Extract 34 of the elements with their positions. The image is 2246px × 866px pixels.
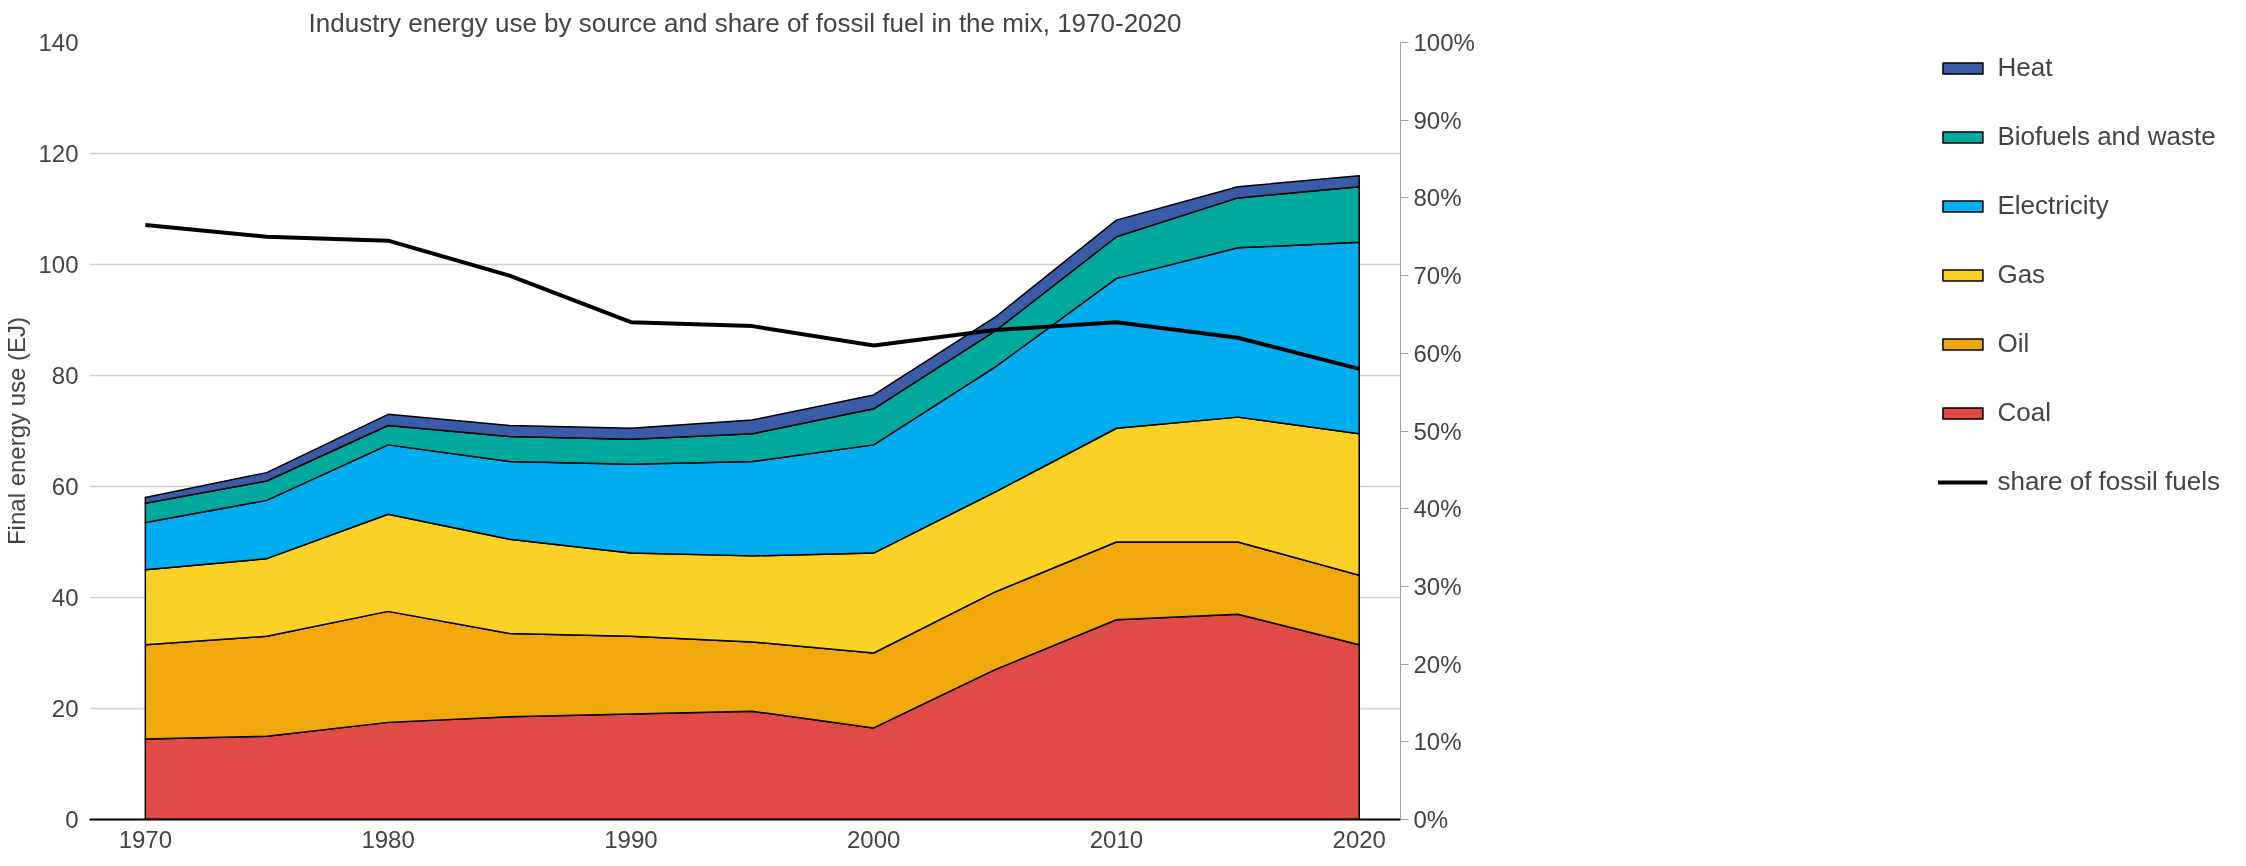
y2-tick-label: 70% bbox=[1413, 262, 1462, 290]
y2-tick-label: 90% bbox=[1413, 106, 1462, 134]
y2-tick-label: 100% bbox=[1413, 29, 1475, 56]
x-tick-label: 1980 bbox=[361, 825, 415, 853]
y-tick-label: 0 bbox=[65, 806, 79, 833]
x-tick-label: 2020 bbox=[1332, 825, 1386, 853]
legend-label: share of fossil fuels bbox=[1997, 466, 2220, 497]
y-tick-label: 20 bbox=[51, 695, 79, 722]
y-axis-title: Final energy use (EJ) bbox=[3, 316, 31, 546]
legend-label: Heat bbox=[1997, 52, 2053, 83]
legend-label: Coal bbox=[1997, 397, 2051, 428]
y2-tick-label: 0% bbox=[1413, 806, 1449, 833]
y2-tick-label: 80% bbox=[1413, 184, 1462, 212]
x-tick-label: 1970 bbox=[118, 825, 173, 853]
legend-label: Oil bbox=[1997, 328, 2030, 359]
legend-label: Electricity bbox=[1997, 190, 2109, 221]
x-tick-label: 2000 bbox=[846, 825, 901, 853]
y-tick-label: 60 bbox=[51, 473, 79, 500]
y-tick-label: 140 bbox=[38, 29, 79, 56]
chart-title: Industry energy use by source and share of fossil fuel in the mix, 1970-2020 bbox=[308, 7, 1182, 38]
y2-tick-label: 60% bbox=[1413, 339, 1462, 367]
x-tick-label: 1990 bbox=[604, 825, 658, 853]
y2-tick-label: 50% bbox=[1413, 417, 1462, 445]
legend-label: Biofuels and waste bbox=[1997, 121, 2216, 152]
y2-tick-label: 30% bbox=[1413, 572, 1462, 600]
y-tick-label: 100 bbox=[38, 251, 79, 278]
y-tick-label: 120 bbox=[38, 140, 79, 167]
y2-tick-label: 20% bbox=[1413, 650, 1462, 678]
y-tick-label: 40 bbox=[51, 584, 79, 611]
y-tick-label: 80 bbox=[51, 362, 79, 389]
legend-label: Gas bbox=[1997, 259, 2046, 290]
y2-tick-label: 40% bbox=[1413, 495, 1462, 523]
y2-tick-label: 10% bbox=[1413, 728, 1462, 756]
x-tick-label: 2010 bbox=[1089, 825, 1144, 853]
